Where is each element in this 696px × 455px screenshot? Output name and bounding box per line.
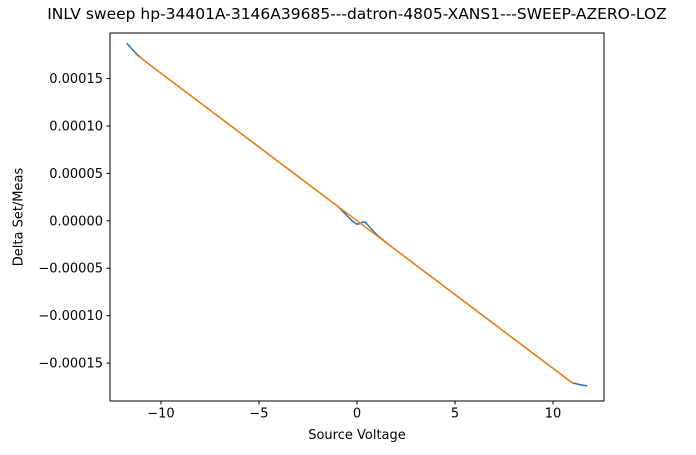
y-tick-label: 0.00000 <box>49 214 103 229</box>
y-tick-label: 0.00005 <box>49 167 103 182</box>
y-tick-label: −0.00010 <box>38 309 103 324</box>
x-tick-label: 0 <box>353 407 361 422</box>
x-axis-label: Source Voltage <box>308 428 406 443</box>
series-linear-fit-line <box>135 53 575 385</box>
plot-area: −10 −5 0 5 10 0.00015 0.00010 0.00005 0.00000 −0.… <box>38 32 605 422</box>
y-tick-label: 0.00015 <box>49 72 103 87</box>
y-tick-label: 0.00010 <box>49 119 103 134</box>
x-tick-label: 10 <box>545 407 562 422</box>
y-tick-label: −0.00015 <box>38 357 103 372</box>
x-tick-label: 5 <box>451 407 459 422</box>
chart-title: INLV sweep hp-34401A-3146A39685---datron… <box>47 5 667 23</box>
x-tick-label: −5 <box>249 407 268 422</box>
x-tick-label: −10 <box>147 407 174 422</box>
series-sweep-data-line <box>126 42 588 387</box>
y-axis-label: Delta Set/Meas <box>11 167 27 267</box>
y-tick-label: −0.00005 <box>38 262 103 277</box>
plot-border <box>109 32 605 402</box>
